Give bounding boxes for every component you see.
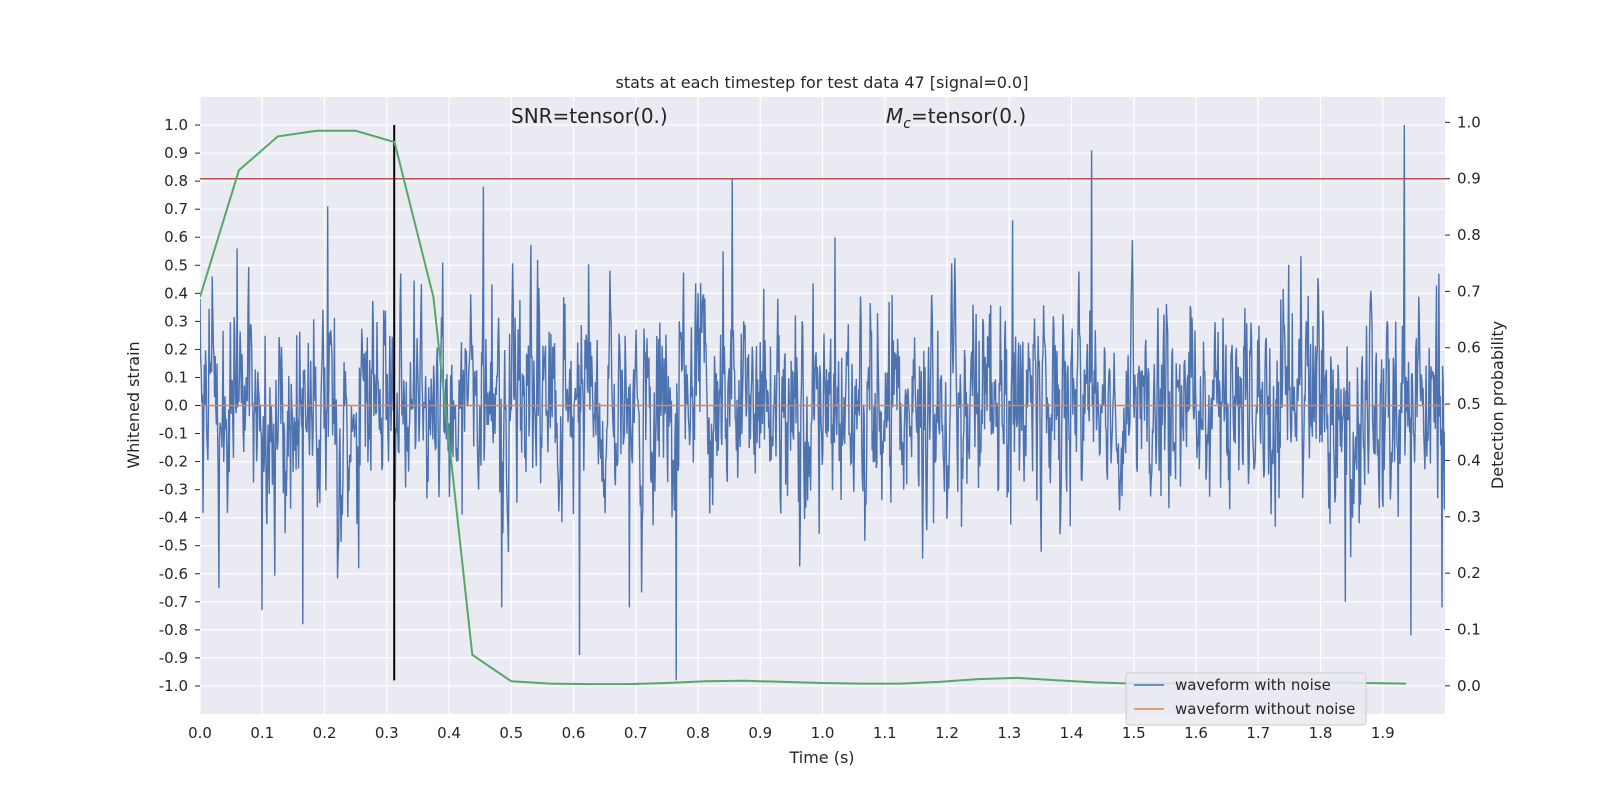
y-axis-ticks: 1.0 0.9 0.8 0.7 0.6 0.5 0.4 0.3 0.2 0.1 0.0 -0.1 -0.…	[159, 116, 200, 695]
y2-tick-label: 1.0	[1457, 113, 1481, 131]
x-tick-label: 0.8	[686, 724, 710, 742]
y-tick-label: 1.0	[164, 116, 188, 134]
y2-axis-ticks: 1.0 0.9 0.8 0.7 0.6 0.5 0.4 0.3 0.2 0.1 0.0	[1445, 113, 1481, 695]
x-tick-label: 1.7	[1246, 724, 1270, 742]
y-tick-label: 0.4	[164, 284, 188, 302]
mc-subscript: c	[903, 116, 911, 132]
x-tick-label: 0.6	[562, 724, 586, 742]
y-axis-label: Whitened strain	[124, 341, 143, 468]
x-tick-label: 0.2	[313, 724, 337, 742]
legend: waveform with noise waveform without noi…	[1125, 672, 1367, 726]
y-tick-label: -0.2	[159, 453, 188, 471]
x-tick-label: 0.4	[437, 724, 461, 742]
y2-tick-label: 0.0	[1457, 677, 1481, 695]
y-tick-label: 0.8	[164, 172, 188, 190]
x-tick-label: 1.1	[873, 724, 897, 742]
legend-label-clean: waveform without noise	[1175, 700, 1355, 718]
legend-label-noisy: waveform with noise	[1175, 676, 1331, 694]
y-tick-label: -0.4	[159, 509, 188, 527]
mc-symbol: M	[886, 104, 903, 128]
y2-tick-label: 0.2	[1457, 564, 1481, 582]
x-tick-label: 0.0	[188, 724, 212, 742]
x-axis-ticks: 0.0 0.1 0.2 0.3 0.4 0.5 0.6 0.7 0.8 0.9 1.0 1.1 1.2 1…	[188, 724, 1395, 742]
x-tick-label: 1.2	[935, 724, 959, 742]
y-tick-label: -0.1	[159, 425, 188, 443]
y2-tick-label: 0.8	[1457, 226, 1481, 244]
x-tick-label: 1.8	[1309, 724, 1333, 742]
mc-annotation: Mc=tensor(0.)	[886, 104, 1026, 132]
x-tick-label: 1.5	[1122, 724, 1146, 742]
y-tick-label: 0.6	[164, 228, 188, 246]
legend-box	[1125, 672, 1367, 726]
y-tick-label: -0.5	[159, 537, 188, 555]
y2-tick-label: 0.5	[1457, 395, 1481, 413]
x-tick-label: 1.6	[1184, 724, 1208, 742]
x-tick-label: 1.3	[997, 724, 1021, 742]
x-axis-label: Time (s)	[788, 748, 854, 767]
x-tick-label: 1.0	[811, 724, 835, 742]
y-tick-label: -0.7	[159, 593, 188, 611]
y2-axis-label: Detection probability	[1488, 321, 1507, 489]
mc-value: =tensor(0.)	[911, 104, 1026, 128]
y-tick-label: -0.8	[159, 621, 188, 639]
y2-tick-label: 0.9	[1457, 170, 1481, 188]
x-tick-label: 0.5	[499, 724, 523, 742]
x-tick-label: 1.9	[1371, 724, 1395, 742]
chart-title: stats at each timestep for test data 47 …	[616, 73, 1029, 92]
y-tick-label: -0.3	[159, 481, 188, 499]
y-tick-label: -0.6	[159, 565, 188, 583]
y-tick-label: 0.0	[164, 397, 188, 415]
y-tick-label: -1.0	[159, 677, 188, 695]
y-tick-label: 0.3	[164, 312, 188, 330]
x-tick-label: 0.1	[250, 724, 274, 742]
y-tick-label: 0.7	[164, 200, 188, 218]
y2-tick-label: 0.6	[1457, 339, 1481, 357]
x-tick-label: 0.9	[748, 724, 772, 742]
y2-tick-label: 0.4	[1457, 451, 1481, 469]
x-tick-label: 0.3	[375, 724, 399, 742]
x-tick-label: 1.4	[1060, 724, 1084, 742]
snr-annotation: SNR=tensor(0.)	[511, 104, 668, 128]
x-tick-label: 0.7	[624, 724, 648, 742]
y-tick-label: 0.1	[164, 368, 188, 386]
y2-tick-label: 0.3	[1457, 508, 1481, 526]
y-tick-label: -0.9	[159, 649, 188, 667]
y2-tick-label: 0.7	[1457, 282, 1481, 300]
y-tick-label: 0.2	[164, 340, 188, 358]
y-tick-label: 0.5	[164, 256, 188, 274]
y-tick-label: 0.9	[164, 144, 188, 162]
y2-tick-label: 0.1	[1457, 620, 1481, 638]
